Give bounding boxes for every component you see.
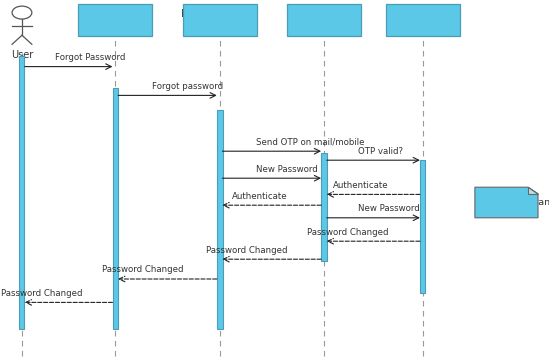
Text: Login Page: Login Page (89, 15, 142, 25)
Text: Forgot Password: Forgot Password (54, 53, 125, 62)
Text: Authenticate: Authenticate (333, 181, 388, 190)
Bar (321, 153, 327, 261)
Text: User: User (11, 50, 33, 60)
Bar (20, 56, 25, 329)
Polygon shape (528, 187, 538, 194)
Text: New Password: New Password (256, 165, 318, 174)
Text: Sumit Sheoran: Sumit Sheoran (480, 198, 549, 207)
Text: Password Changed: Password Changed (1, 289, 82, 298)
Bar (113, 88, 117, 329)
Text: Send OTP on mail/mobile: Send OTP on mail/mobile (256, 138, 365, 147)
Bar (420, 160, 425, 293)
Text: Forgot password: Forgot password (152, 82, 223, 91)
Bar (182, 4, 257, 36)
Text: Password Changed: Password Changed (206, 246, 288, 255)
Text: OTP valid?: OTP valid? (358, 147, 404, 156)
Text: Authenticate: Authenticate (232, 192, 288, 201)
Bar (78, 4, 152, 36)
Text: New Password: New Password (358, 204, 420, 213)
Bar (385, 4, 460, 36)
Text: Password Changed: Password Changed (307, 228, 388, 237)
Bar (216, 110, 223, 329)
Text: Reset Password
Page: Reset Password Page (181, 9, 258, 31)
Text: Authenticator: Authenticator (290, 15, 357, 25)
Bar (287, 4, 361, 36)
Text: Password Changed: Password Changed (102, 265, 183, 274)
Text: Authenticator
Section1: Authenticator Section1 (389, 9, 456, 31)
Polygon shape (475, 187, 538, 218)
